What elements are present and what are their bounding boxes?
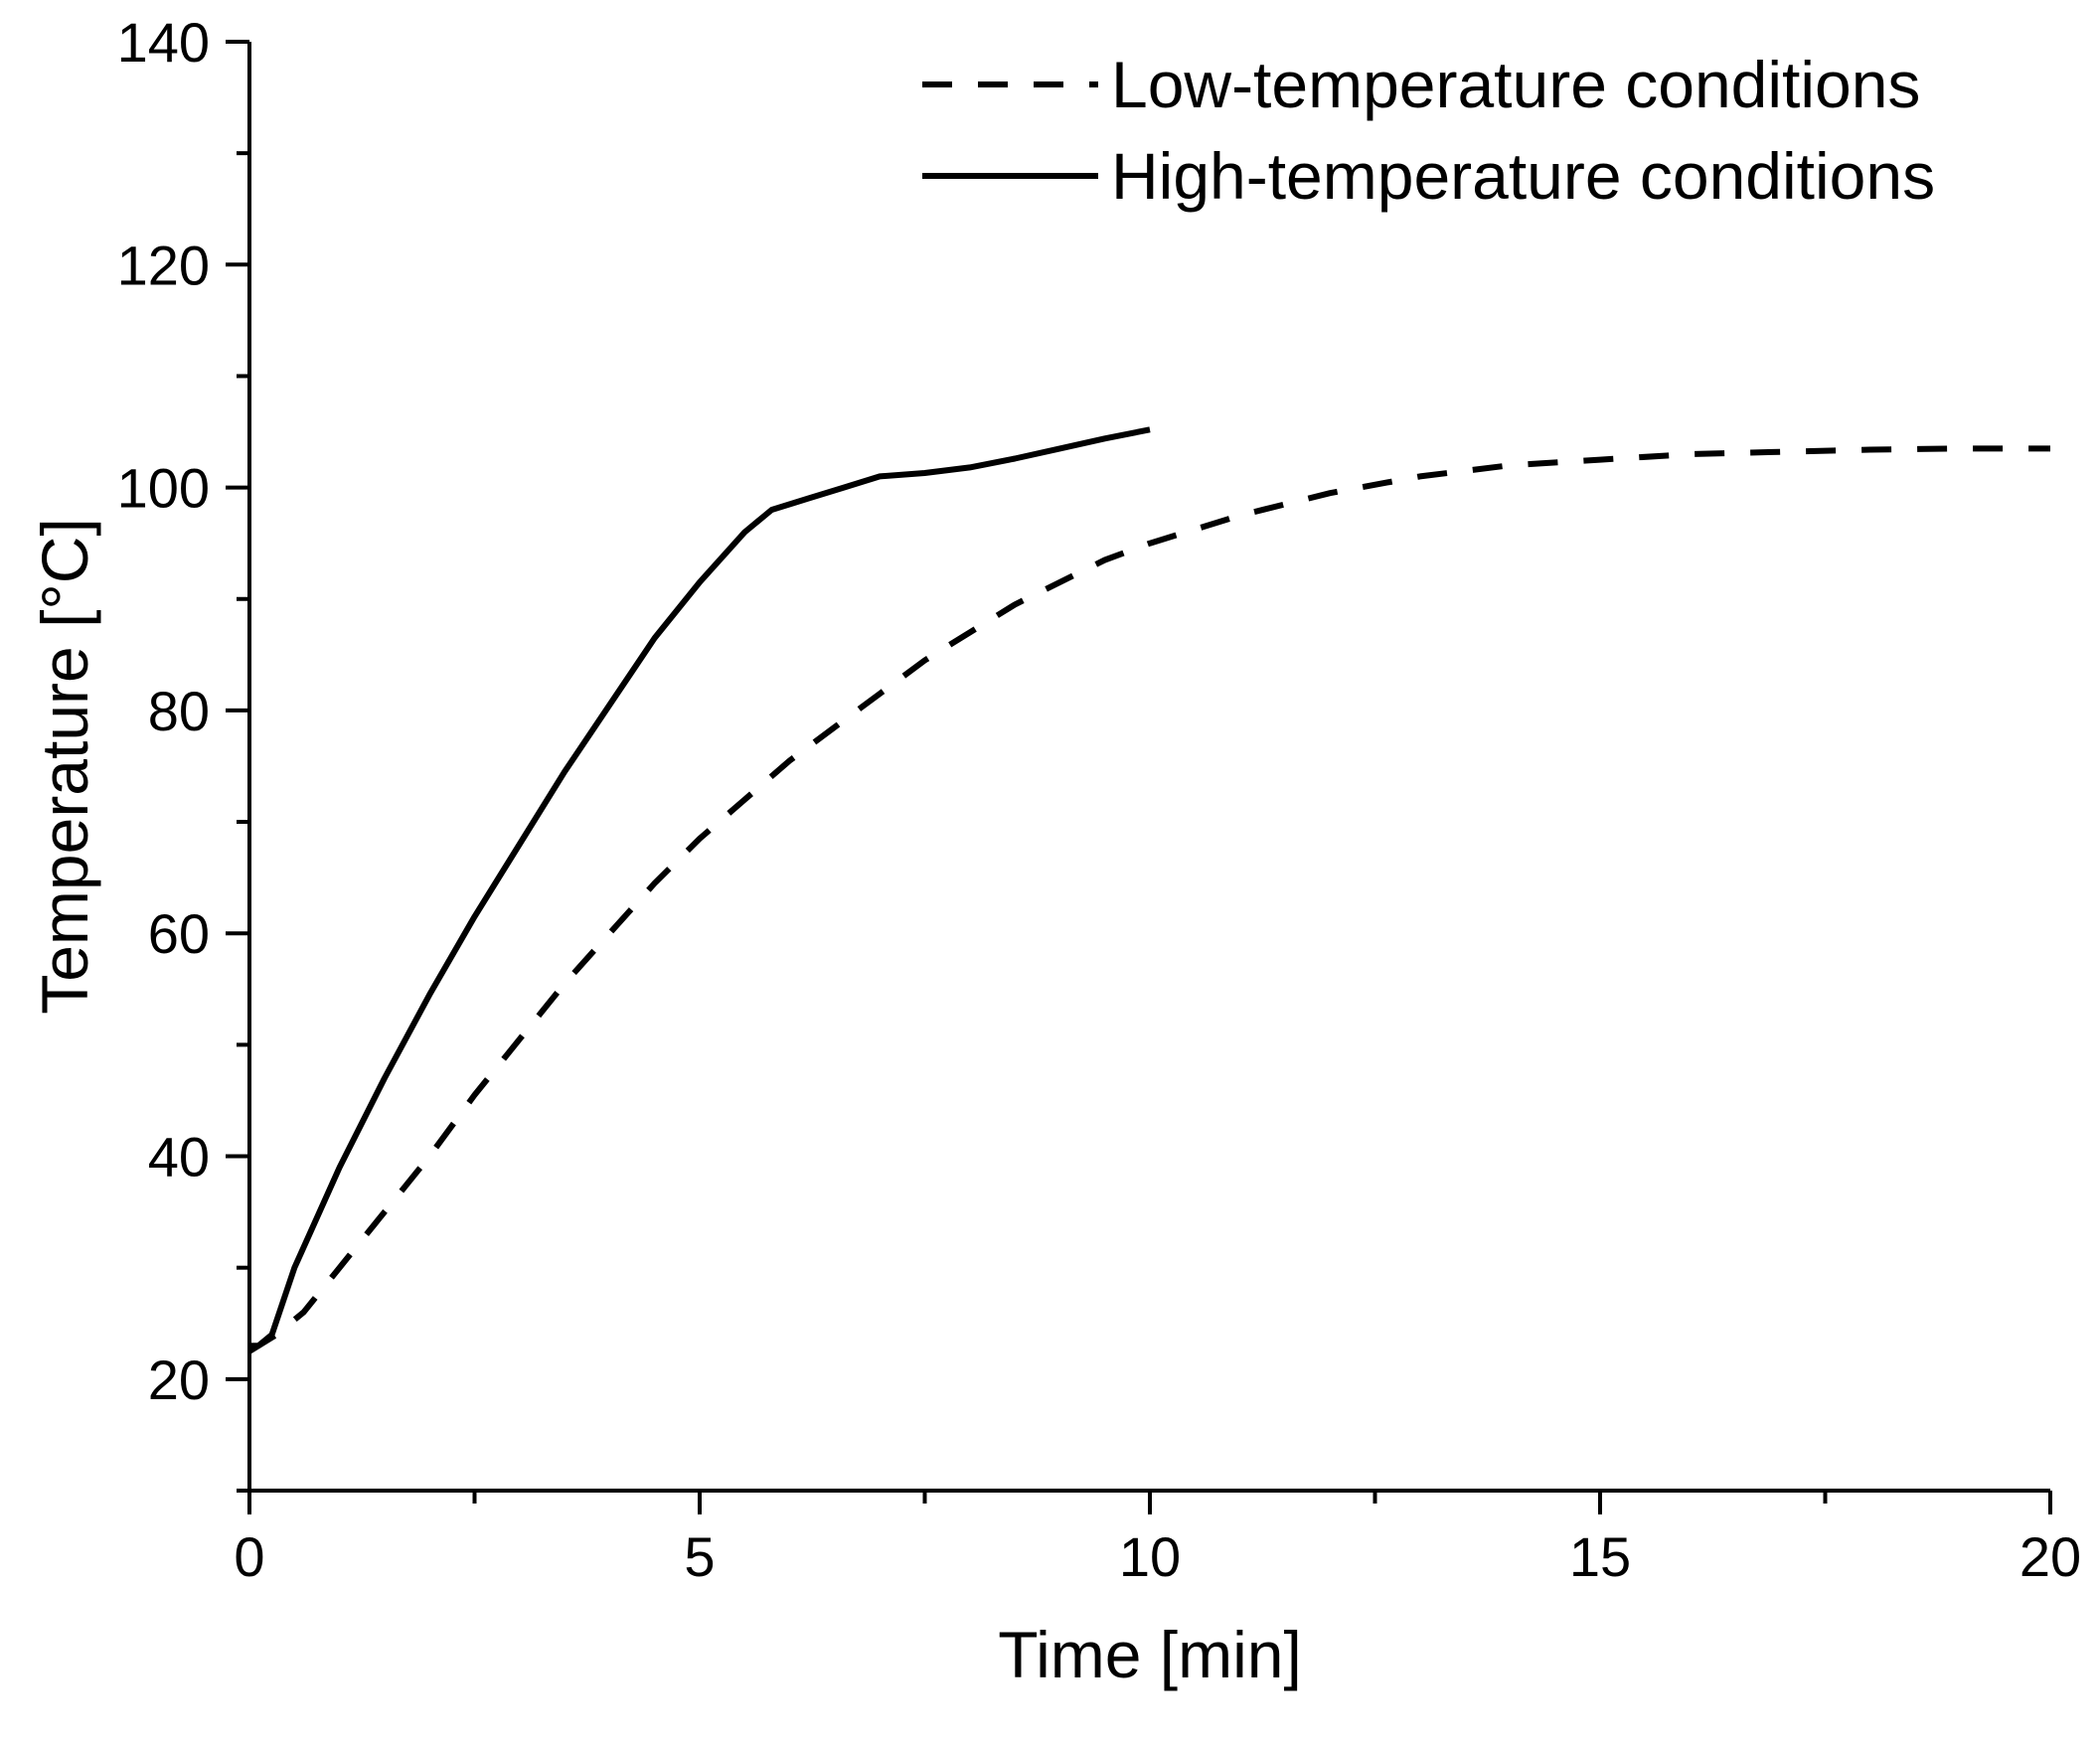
y-tick-label: 140: [117, 11, 210, 74]
x-axis-title: Time [min]: [998, 1618, 1302, 1691]
axes: [247, 42, 2050, 1493]
y-tick-label: 20: [148, 1348, 210, 1411]
series-line-high-temperature-conditions: [249, 426, 1151, 1349]
legend-label-high-temperature: High-temperature conditions: [1111, 139, 1935, 213]
x-tick-label: 15: [1569, 1525, 1631, 1588]
y-tick-label: 40: [148, 1126, 210, 1189]
x-tick-label: 5: [684, 1525, 715, 1588]
y-tick-label: 120: [117, 234, 210, 296]
series-layer: [247, 426, 2050, 1354]
legend: Low-temperature conditions High-temperat…: [922, 48, 1935, 213]
y-axis-title: Temperature [°C]: [28, 518, 101, 1015]
y-tick-label: 100: [117, 457, 210, 520]
y-tick-label: 60: [148, 902, 210, 965]
series-line-low-temperature-conditions: [247, 445, 2050, 1354]
y-tick-label: 80: [148, 680, 210, 742]
axis-ticks: 0 5 10 15 20 20 40 60 80 100 120 140: [117, 11, 2082, 1588]
legend-label-low-temperature: Low-temperature conditions: [1111, 48, 1920, 121]
x-tick-label: 20: [2019, 1525, 2081, 1588]
x-tick-label: 10: [1119, 1525, 1181, 1588]
x-tick-label: 0: [234, 1525, 264, 1588]
